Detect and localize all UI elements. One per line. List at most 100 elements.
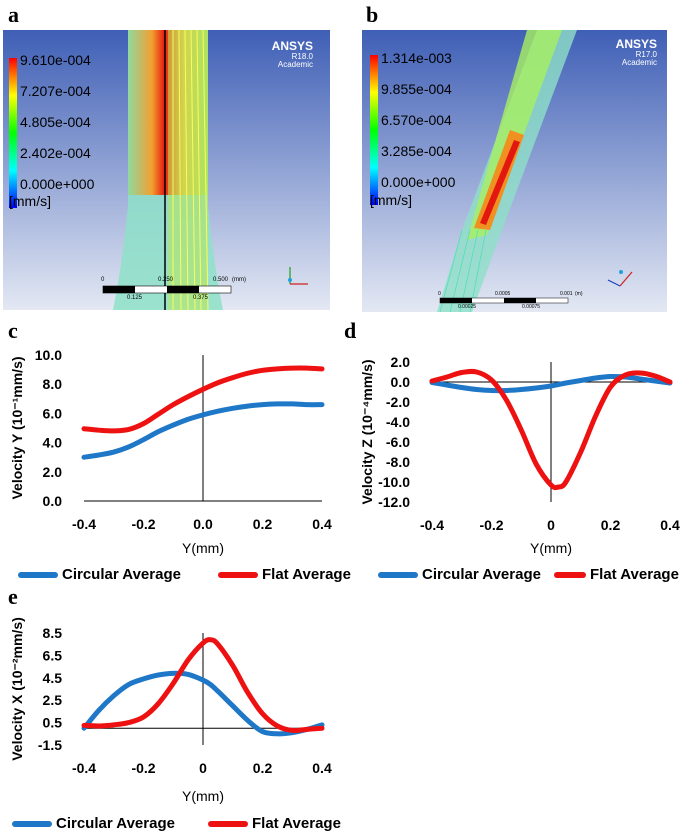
series-line-c-circular: [81, 401, 325, 460]
panel-label-d: d: [344, 318, 357, 343]
y-tick-label-e-2: 2.5: [43, 692, 63, 708]
scale-label-b-5: 0.00075: [522, 304, 541, 310]
y-tick-label-d-5: -2.0: [386, 394, 410, 410]
y-tick-label-e-1: 0.5: [43, 715, 63, 731]
edition-a: Academic: [277, 59, 313, 69]
y-tick-label-c-2: 4.0: [43, 435, 63, 451]
axis-triad-icon-a: [288, 267, 308, 285]
x-tick-label-c-3: 0.2: [253, 516, 273, 532]
legend-label-e-flat: Flat Average: [252, 815, 341, 832]
simulation-render-a: [3, 30, 330, 310]
simulation-render-b: [362, 30, 667, 312]
x-tick-label-d-2: 0: [547, 517, 555, 533]
legend-c-flat: Flat Average: [218, 566, 351, 583]
y-tick-label-e-3: 4.5: [43, 670, 63, 686]
x-tick-label-d-4: 0.4: [660, 517, 680, 533]
x-tick-label-e-4: 0.4: [312, 760, 332, 776]
version-a: R18.0: [291, 51, 313, 61]
scale-bar-a: [102, 285, 232, 294]
legend-label-c-circular: Circular Average: [62, 566, 181, 583]
legend-value-b-1: 9.855e-004: [381, 81, 452, 97]
scale-label-a-4: 0.125: [127, 295, 143, 301]
y-axis-label-c: Velocity Y (10⁻¹mm/s): [9, 356, 25, 499]
scale-label-a-5: 0.375: [193, 295, 209, 301]
x-tick-label-c-1: -0.2: [131, 516, 155, 532]
legend-swatch-d-circular: [378, 572, 418, 579]
x-tick-label-c-0: -0.4: [72, 516, 96, 532]
scale-label-b-1: 0.0005: [495, 291, 511, 297]
panel-label-b: b: [366, 2, 379, 27]
x-tick-label-e-3: 0.2: [253, 760, 273, 776]
y-axis-label-e: Velocity X (10⁻²mm/s): [9, 617, 25, 761]
simulation-view-b: 1.314e-003 9.855e-004 6.570e-004 3.285e-…: [362, 30, 667, 312]
edition-b: Academic: [621, 57, 657, 67]
legend-label-c-flat: Flat Average: [262, 566, 351, 583]
brand-b: ANSYS: [615, 37, 657, 51]
scale-bar-b: [439, 297, 569, 304]
x-tick-label-d-1: -0.2: [479, 517, 503, 533]
y-tick-label-e-0: -1.5: [38, 737, 62, 753]
scale-label-a-3: (mm): [232, 277, 246, 283]
scale-label-a-1: 0.250: [158, 277, 174, 283]
legend-label-d-flat: Flat Average: [590, 566, 679, 583]
legend-d-circular: Circular Average: [378, 566, 541, 583]
series-line-e-flat: [81, 637, 325, 734]
x-tick-label-e-0: -0.4: [72, 760, 96, 776]
scale-label-b-3: (m): [575, 291, 583, 297]
scale-label-b-2: 0.001: [560, 291, 573, 297]
series-line-c-flat: [81, 365, 325, 434]
legend-swatch-c-circular: [18, 572, 58, 579]
scale-label-a-2: 0.500: [213, 277, 229, 283]
y-tick-label-d-1: -10.0: [378, 474, 410, 490]
brand-a: ANSYS: [271, 39, 313, 53]
y-tick-label-e-5: 8.5: [43, 625, 63, 641]
y-axis-label-d: Velocity Z (10⁻⁴mm/s): [359, 359, 375, 504]
legend-swatch-e-flat: [208, 821, 248, 828]
version-b: R17.0: [635, 49, 657, 59]
legend-value-b-2: 6.570e-004: [381, 112, 452, 128]
legend-unit-a: [mm/s]: [9, 193, 51, 209]
x-axis-label-d: Y(mm): [530, 540, 572, 556]
legend-swatch-d-flat: [554, 572, 586, 579]
y-tick-label-d-7: 2.0: [391, 354, 411, 370]
y-tick-label-c-5: 10.0: [35, 347, 62, 363]
ansys-logo-a: ANSYS R18.0 Academic: [272, 40, 313, 69]
x-tick-label-c-4: 0.4: [312, 516, 332, 532]
legend-e-circular: Circular Average: [12, 815, 175, 832]
x-axis-label-e: Y(mm): [182, 788, 224, 804]
y-tick-label-d-2: -8.0: [386, 454, 410, 470]
y-tick-label-c-4: 8.0: [43, 376, 63, 392]
scale-label-b-0: 0: [438, 291, 441, 297]
y-tick-label-e-4: 6.5: [43, 647, 63, 663]
legend-value-b-0: 1.314e-003: [381, 50, 452, 66]
legend-value-a-3: 2.402e-004: [20, 145, 91, 161]
y-tick-label-d-6: 0.0: [391, 374, 411, 390]
legend-label-d-circular: Circular Average: [422, 566, 541, 583]
legend-label-e-circular: Circular Average: [56, 815, 175, 832]
legend-value-a-0: 9.610e-004: [20, 52, 91, 68]
y-tick-label-d-0: -12.0: [378, 494, 410, 510]
x-tick-label-e-1: -0.2: [131, 760, 155, 776]
y-tick-label-c-0: 0.0: [43, 493, 63, 509]
simulation-view-a: 9.610e-004 7.207e-004 4.805e-004 2.402e-…: [3, 30, 330, 310]
series-line-d-flat: [429, 368, 673, 491]
legend-value-a-2: 4.805e-004: [20, 114, 91, 130]
legend-value-a-1: 7.207e-004: [20, 83, 91, 99]
legend-swatch-c-flat: [218, 572, 258, 579]
series-line-e-circular: [81, 670, 325, 737]
legend-c-circular: Circular Average: [18, 566, 181, 583]
y-tick-label-d-3: -6.0: [386, 434, 410, 450]
panel-label-a: a: [8, 2, 19, 27]
x-tick-label-d-0: -0.4: [420, 517, 444, 533]
legend-value-b-4: 0.000e+000: [381, 174, 456, 190]
x-tick-label-e-2: 0: [199, 760, 207, 776]
legend-swatch-e-circular: [12, 821, 52, 828]
y-tick-label-c-1: 2.0: [43, 464, 63, 480]
axis-triad-icon-b: [607, 270, 633, 287]
y-tick-label-c-3: 6.0: [43, 405, 63, 421]
x-tick-label-d-3: 0.2: [601, 517, 621, 533]
y-tick-label-d-4: -4.0: [386, 414, 410, 430]
legend-d-flat: Flat Average: [554, 566, 679, 583]
x-axis-label-c: Y(mm): [182, 540, 224, 556]
